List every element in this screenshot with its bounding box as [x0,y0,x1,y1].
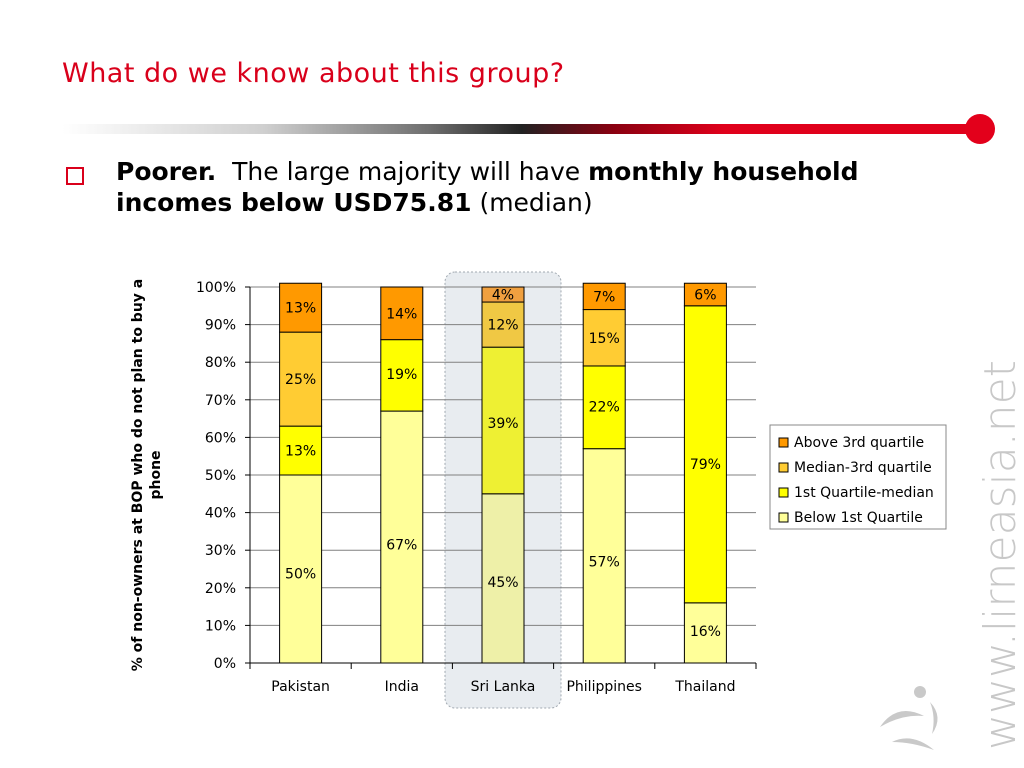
data-label: 22% [589,399,620,415]
data-label: 79% [690,457,721,473]
bar-segment [582,448,626,664]
legend-swatch [778,487,789,498]
data-label: 4% [492,288,514,304]
data-label: 45% [487,575,518,591]
legend-box [769,424,947,530]
watermark-text: www.lirneasia.net [975,360,1024,750]
data-label: 16% [690,624,721,640]
y-axis-label: % of non-owners at BOP who do not plan t… [130,279,164,671]
bullet-bold: monthly household incomes below USD75.81 [116,157,859,217]
legend-swatch [778,437,789,448]
divider-dot [965,114,995,144]
y-tick-label: 0% [214,656,236,672]
bar-segment [582,309,626,367]
bar-segment [279,331,323,427]
y-tick-label: 90% [205,318,236,334]
y-tick-label: 60% [205,430,236,446]
data-label: 39% [487,416,518,432]
legend-entry: Below 1st Quartile [794,510,923,526]
bar-segment [380,410,424,664]
data-label: 67% [386,538,417,554]
legend-entry: Above 3rd quartile [794,435,924,451]
data-label: 13% [285,301,316,317]
x-tick-label: India [385,679,419,695]
legend-swatch [778,512,789,523]
title-divider [62,124,982,134]
data-label: 7% [593,289,615,305]
data-label: 12% [487,318,518,334]
y-tick-label: 100% [196,280,236,296]
x-tick-label: Sri Lanka [471,679,536,695]
data-label: 25% [285,372,316,388]
y-tick-label: 80% [205,355,236,371]
data-label: 13% [285,444,316,460]
y-tick-label: 50% [205,468,236,484]
bar-segment [683,282,727,307]
slide-title: What do we know about this group? [62,58,565,89]
bar-segment [279,282,323,333]
x-tick-label: Pakistan [271,679,330,695]
bar-segment [683,305,727,604]
legend-entry: 1st Quartile-median [794,485,934,501]
legend-swatch [778,462,789,473]
data-label: 14% [386,306,417,322]
bar-segment [279,474,323,664]
bar-segment [380,339,424,412]
bar-segment [582,365,626,450]
bullet-tail: (median) [479,188,593,217]
bullet-lead: Poorer. [116,157,217,186]
bar-segment [683,602,727,664]
data-label: 15% [589,331,620,347]
y-tick-label: 40% [205,506,236,522]
lirneasia-logo-icon [880,686,938,750]
bullet-text-part1: The large majority will have [232,157,581,186]
bullet-square-icon [66,167,84,185]
x-tick-label: Thailand [674,679,735,695]
bullet-text: Poorer. The large majority will have mon… [116,156,876,218]
data-label: 57% [589,555,620,571]
y-tick-label: 70% [205,393,236,409]
legend-entry: Median-3rd quartile [794,460,932,476]
data-label: 19% [386,367,417,383]
y-tick-label: 30% [205,543,236,559]
data-label: 6% [694,288,716,304]
bar-segment [481,286,525,303]
y-tick-label: 10% [205,618,236,634]
bar-segment [481,493,525,664]
x-tick-label: Philippines [566,679,641,695]
bar-segment [380,286,424,341]
y-tick-label: 20% [205,581,236,597]
bar-segment [582,282,626,311]
data-label: 50% [285,566,316,582]
bar-segment [481,346,525,495]
